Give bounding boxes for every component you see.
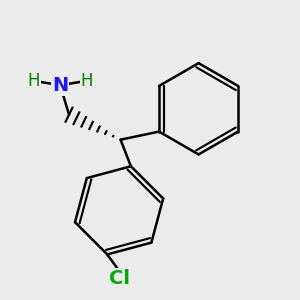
Text: H: H: [27, 72, 40, 90]
Text: H: H: [80, 72, 93, 90]
Text: Cl: Cl: [109, 268, 130, 288]
Text: N: N: [52, 76, 68, 95]
